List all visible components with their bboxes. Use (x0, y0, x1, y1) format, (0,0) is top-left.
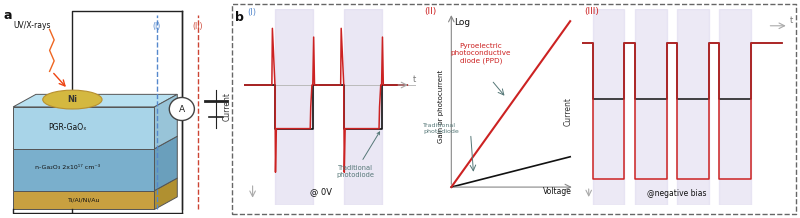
Text: Pyroelectric
photoconductive
diode (PPD): Pyroelectric photoconductive diode (PPD) (450, 43, 511, 64)
Text: Gain or photocurrent: Gain or photocurrent (438, 70, 444, 143)
Text: t: t (413, 75, 416, 84)
Text: Current: Current (563, 97, 572, 126)
Text: Traditional
photodiode: Traditional photodiode (337, 132, 379, 178)
Bar (344, 9, 382, 205)
Text: Voltage: Voltage (542, 187, 572, 196)
Polygon shape (13, 178, 178, 191)
Text: Current: Current (222, 92, 231, 121)
Text: UV/X-rays: UV/X-rays (13, 21, 50, 30)
Text: @ 0V: @ 0V (310, 187, 333, 196)
Text: (III): (III) (585, 7, 599, 16)
Bar (677, 9, 709, 205)
Text: (II): (II) (193, 22, 203, 31)
Text: b: b (235, 11, 244, 24)
Bar (275, 9, 313, 205)
Polygon shape (13, 136, 178, 149)
Circle shape (170, 97, 194, 121)
Text: PGR-GaOₓ: PGR-GaOₓ (49, 123, 87, 132)
Polygon shape (13, 94, 178, 107)
Polygon shape (154, 136, 178, 191)
Text: t: t (790, 16, 793, 25)
Text: Ti/Al/Ni/Au: Ti/Al/Ni/Au (67, 198, 100, 203)
Polygon shape (154, 94, 178, 149)
Polygon shape (154, 178, 178, 209)
Bar (635, 9, 666, 205)
Text: (I): (I) (153, 22, 161, 31)
Bar (593, 9, 625, 205)
Text: Ni: Ni (67, 95, 78, 104)
Text: n-Ga₂O₃ 2x10¹⁷ cm⁻³: n-Ga₂O₃ 2x10¹⁷ cm⁻³ (35, 165, 101, 170)
Text: A: A (178, 104, 185, 114)
Text: (II): (II) (425, 7, 437, 16)
Polygon shape (13, 191, 154, 209)
Ellipse shape (42, 90, 102, 109)
Text: a: a (4, 9, 13, 22)
Text: Traditional
photodiode: Traditional photodiode (423, 123, 459, 134)
Text: (I): (I) (247, 8, 257, 17)
Text: @negative bias: @negative bias (647, 189, 707, 198)
Polygon shape (13, 107, 154, 149)
Polygon shape (13, 149, 154, 191)
Bar (719, 9, 750, 205)
Text: Log: Log (454, 18, 470, 27)
